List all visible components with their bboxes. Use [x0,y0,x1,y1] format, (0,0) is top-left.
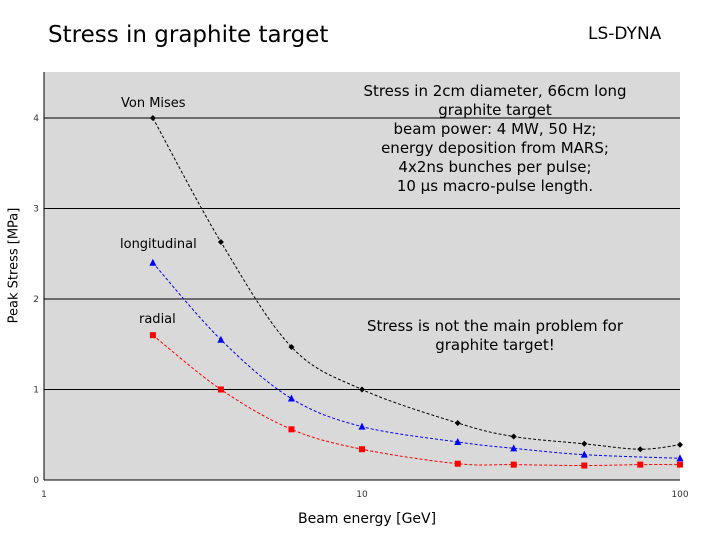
note-line: Stress is not the main problem for [366,317,624,335]
data-point-radial [637,461,644,468]
data-point-von-mises [217,238,224,245]
data-point-radial [454,460,461,467]
x-tick-label: 10 [356,490,368,500]
axes [43,72,680,481]
y-axis-label: Peak Stress [MPa] [6,207,22,324]
plot-area [44,72,680,480]
series-group [149,115,684,469]
data-point-longitudinal [676,454,684,462]
y-tick-label: 4 [33,114,39,124]
data-point-longitudinal [510,444,518,452]
data-point-longitudinal [287,394,295,402]
data-point-von-mises [581,440,588,447]
data-point-longitudinal [149,258,157,266]
data-point-von-mises [637,446,644,453]
data-point-radial [510,461,517,468]
data-point-radial [581,462,588,469]
conclusion-note: Stress is not the main problem for graph… [325,317,665,355]
data-point-radial [149,332,156,339]
series-label-von-mises: Von Mises [121,96,186,111]
data-point-von-mises [677,441,683,448]
data-point-longitudinal [580,450,588,458]
data-point-radial [288,426,295,433]
data-point-von-mises [359,386,365,393]
y-tick-label: 3 [33,205,39,215]
data-point-von-mises [288,343,295,350]
note-line: Stress in 2cm diameter, 66cm long [363,82,627,100]
data-point-radial [677,461,683,468]
y-tick-label: 1 [33,386,39,396]
data-point-longitudinal [358,422,366,430]
series-line-von-mises [152,117,681,450]
data-point-longitudinal [454,437,462,445]
note-line: 4x2ns bunches per pulse; [398,158,592,176]
note-line: energy deposition from MARS; [381,139,609,157]
y-tick-label: 2 [33,295,39,305]
note-line: 10 µs macro-pulse length. [396,177,594,195]
series-label-longitudinal: longitudinal [120,237,197,252]
x-tick-label: 1 [41,490,47,500]
data-point-radial [359,446,365,453]
page-title: Stress in graphite target [48,22,329,48]
description-note: Stress in 2cm diameter, 66cm long graphi… [325,82,665,196]
data-point-longitudinal [217,335,225,343]
note-line: graphite target [438,101,552,119]
data-point-von-mises [510,433,517,440]
software-label: LS-DYNA [588,24,662,44]
note-line: graphite target! [435,336,555,354]
series-label-radial: radial [139,312,176,327]
data-point-von-mises [149,115,156,121]
x-axis-label: Beam energy [GeV] [298,511,437,527]
series-line-radial [152,334,681,467]
data-point-radial [217,386,224,393]
y-tick-label: 0 [33,476,39,486]
data-point-von-mises [454,419,461,426]
x-tick-label: 100 [671,490,688,500]
note-line: beam power: 4 MW, 50 Hz; [393,120,597,138]
